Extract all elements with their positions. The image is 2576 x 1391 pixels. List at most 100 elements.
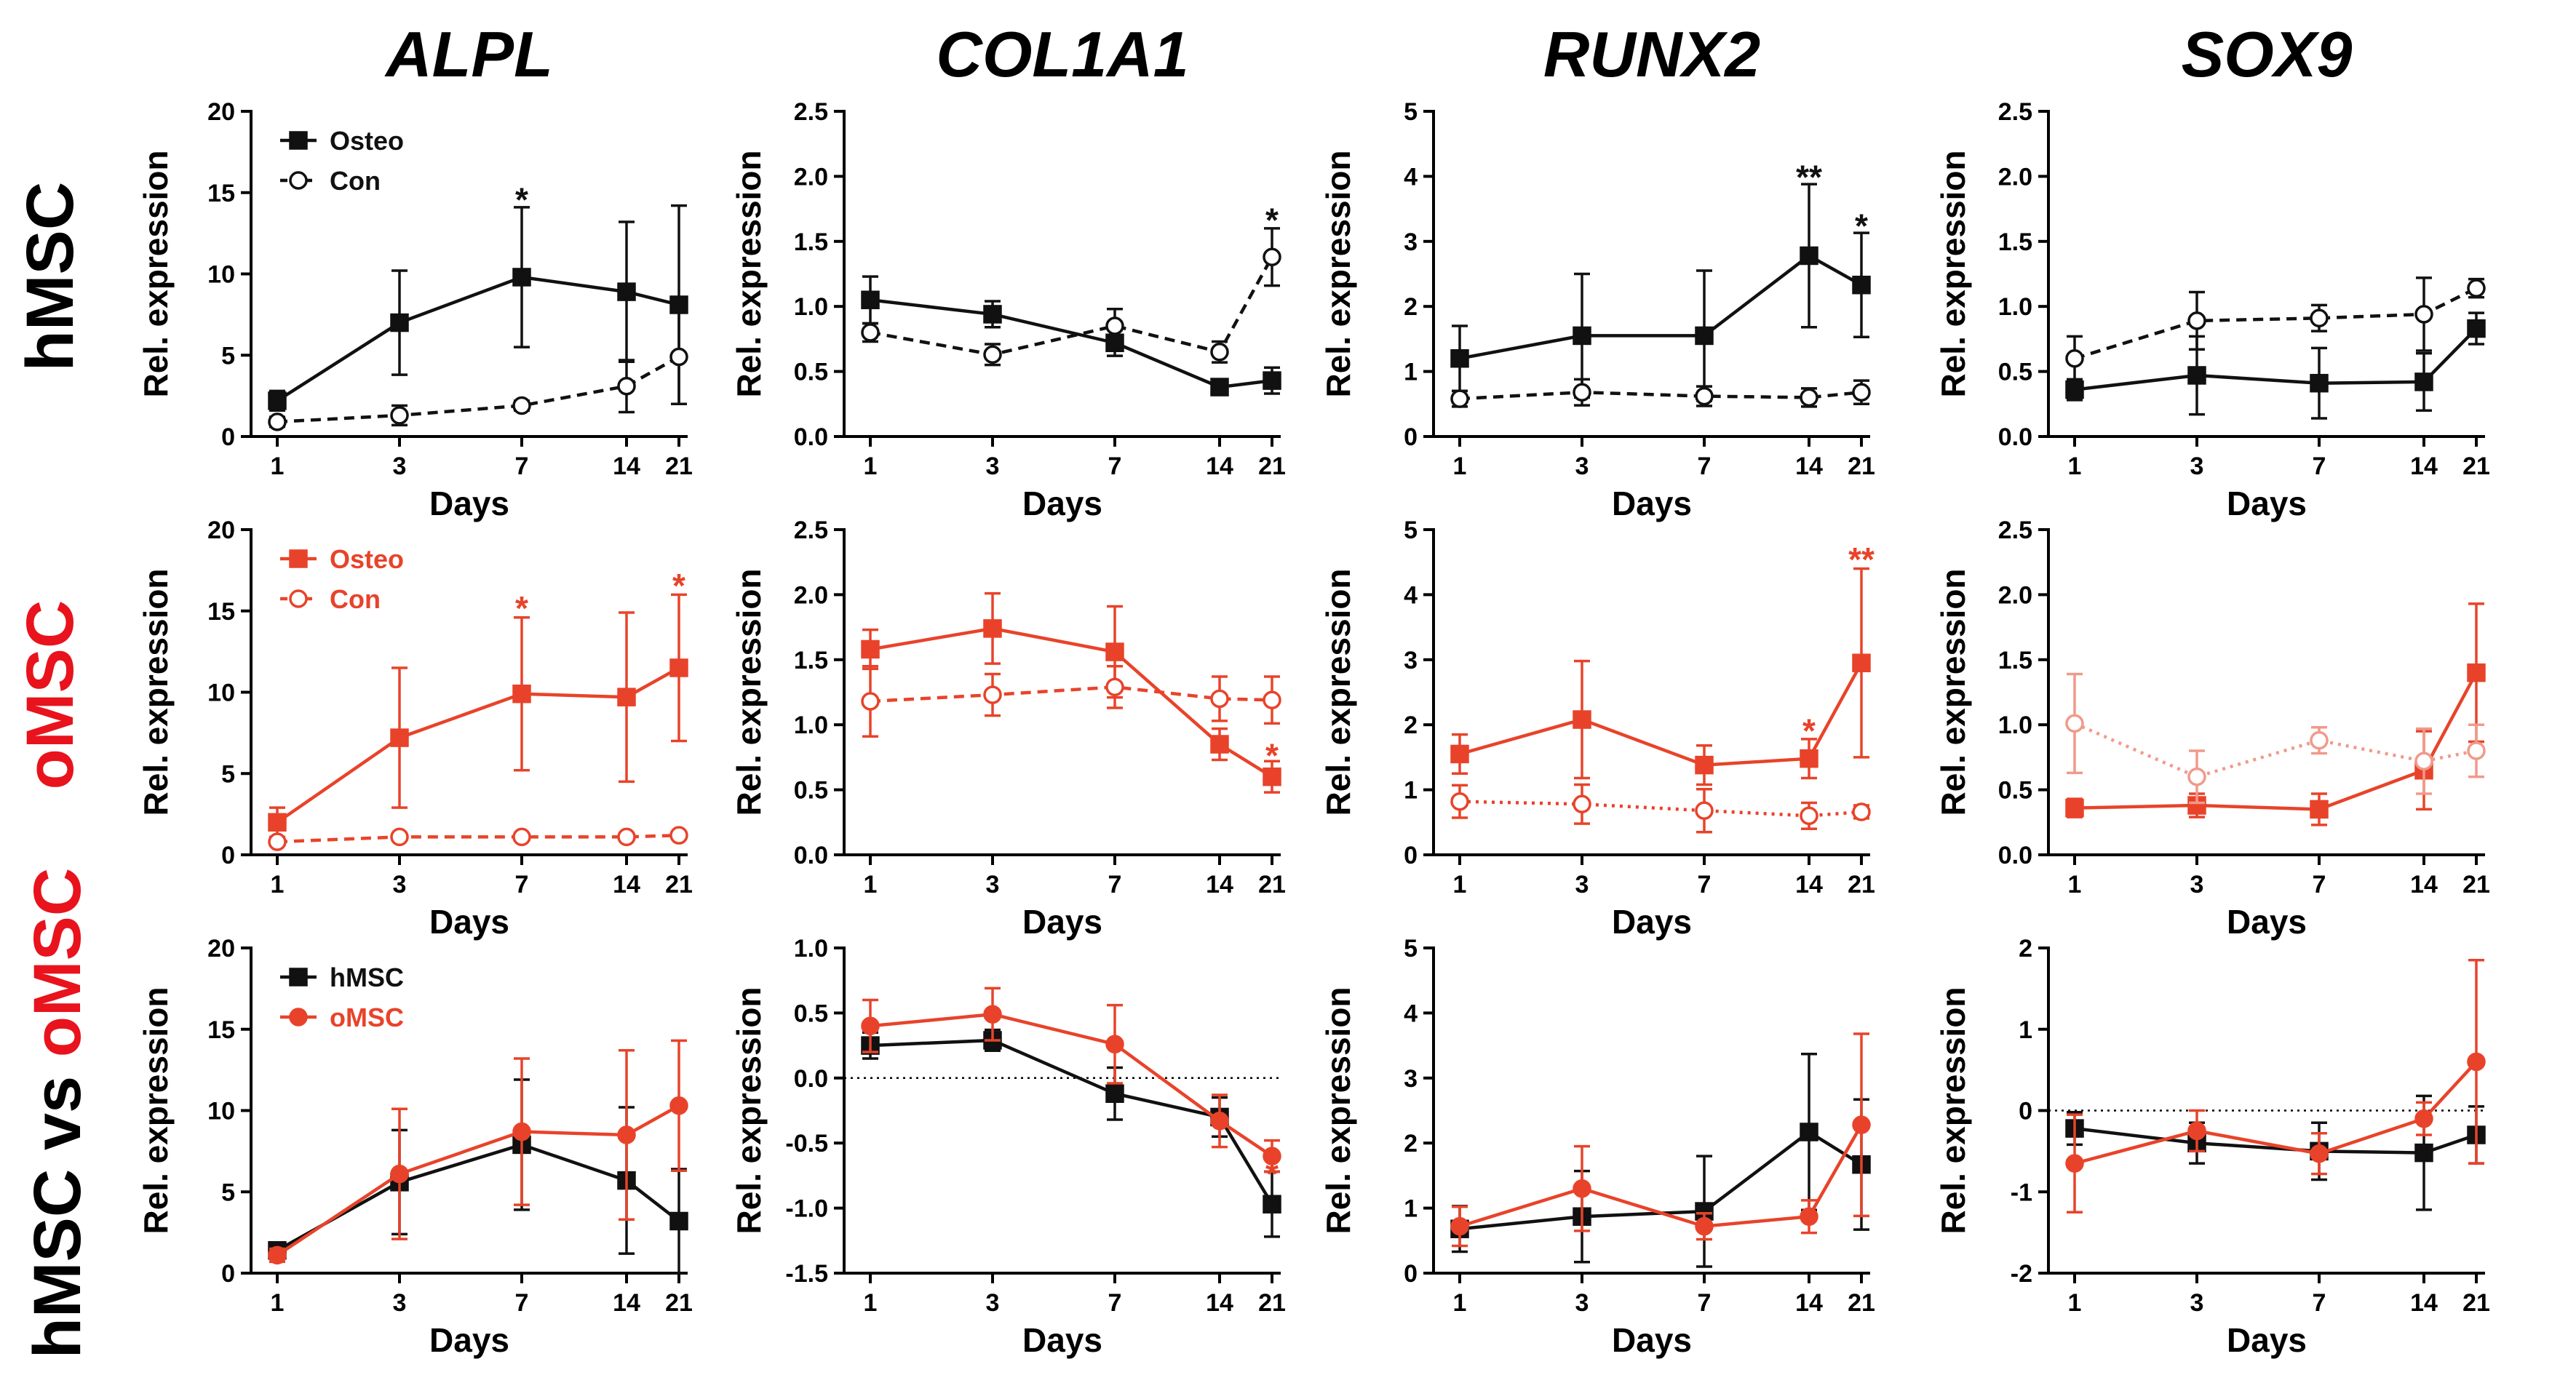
y-tick-label: 2.5	[1998, 98, 2032, 126]
x-tick-label: 1	[1453, 871, 1467, 898]
x-tick-label: 21	[2462, 1289, 2490, 1317]
y-tick-label: 20	[207, 98, 235, 126]
legend-marker	[289, 171, 308, 190]
data-point	[1263, 371, 1281, 390]
x-axis-title: Days	[1022, 903, 1102, 941]
x-axis-title: Days	[429, 1321, 509, 1359]
row-label: hMSC vs oMSC	[20, 868, 95, 1359]
y-tick-label: 0	[2019, 1098, 2032, 1125]
x-tick-label: 7	[2313, 871, 2326, 898]
x-tick-label: 7	[1698, 871, 1712, 898]
y-tick-label: -0.5	[785, 1130, 828, 1157]
data-point	[1573, 383, 1591, 402]
data-point	[512, 1122, 531, 1141]
x-tick-label: 3	[1575, 871, 1589, 898]
data-point	[1573, 326, 1591, 346]
y-tick-label: 1	[1404, 1195, 1418, 1223]
data-point	[268, 391, 287, 410]
panel-runx2-row2: 0 1 2 3 4 5 1 3 7 14 21 Days Rel. expression	[1319, 935, 1875, 1359]
x-tick-label: 7	[515, 871, 529, 898]
column-title: SOX9	[2182, 18, 2353, 90]
y-tick-label: 1.0	[1998, 712, 2032, 739]
y-tick-label: 4	[1404, 1000, 1418, 1027]
data-point	[1210, 689, 1229, 709]
significance-star: *	[1265, 201, 1279, 239]
y-tick-label: 5	[221, 342, 235, 370]
data-point	[1852, 802, 1871, 821]
x-tick-label: 7	[1108, 871, 1122, 898]
significance-star: *	[1265, 736, 1279, 774]
x-tick-label: 1	[864, 453, 878, 480]
x-tick-label: 7	[515, 453, 529, 480]
x-tick-label: 21	[1848, 1289, 1875, 1317]
x-axis-title: Days	[1612, 1321, 1692, 1359]
legend-marker	[289, 1008, 308, 1027]
data-point	[1573, 1179, 1591, 1198]
y-tick-label: 4	[1404, 581, 1418, 609]
x-tick-label: 3	[986, 1289, 1000, 1317]
x-tick-label: 3	[986, 453, 1000, 480]
panel-alpl-row0: 0 5 10 15 20 1 3 7 14 21 Days Rel. expression * Osteo…	[137, 98, 693, 522]
data-point	[1695, 326, 1714, 346]
y-tick-label: 0.5	[1998, 777, 2032, 805]
x-tick-label: 14	[2410, 871, 2438, 898]
row-label-part: hMSC	[13, 182, 87, 372]
data-point	[2414, 372, 2433, 391]
x-tick-label: 14	[2410, 1289, 2438, 1317]
column-title: COL1A1	[936, 18, 1188, 90]
y-tick-label: 3	[1404, 228, 1418, 256]
x-tick-label: 14	[2410, 453, 2438, 480]
data-point	[983, 305, 1002, 324]
y-axis-title: Rel. expression	[137, 150, 175, 397]
data-point	[861, 639, 880, 659]
data-point	[983, 619, 1002, 638]
data-point	[1450, 792, 1469, 811]
significance-star: *	[515, 181, 528, 219]
panel-col1a1-row1: 0.0 0.5 1.0 1.5 2.0 2.5 1 3 7 14 21 Days Rel. expres…	[730, 517, 1286, 941]
data-point	[2065, 1154, 2084, 1173]
data-point	[617, 376, 636, 396]
y-axis-title: Rel. expression	[730, 987, 768, 1234]
x-tick-label: 7	[2313, 453, 2326, 480]
x-tick-label: 1	[864, 871, 878, 898]
x-axis-title: Days	[2227, 485, 2307, 522]
data-point	[1695, 801, 1714, 820]
data-point	[617, 1125, 636, 1144]
y-tick-label: 5	[1404, 935, 1418, 962]
y-tick-label: 15	[207, 598, 235, 626]
data-point	[983, 345, 1002, 364]
legend-marker	[289, 589, 308, 608]
y-tick-label: 2.5	[794, 517, 828, 544]
x-tick-label: 3	[986, 871, 1000, 898]
data-point	[2310, 308, 2329, 328]
data-point	[512, 268, 531, 287]
data-point	[983, 1005, 1002, 1024]
data-point	[861, 1016, 880, 1036]
data-point	[1800, 388, 1818, 407]
y-axis-title: Rel. expression	[137, 987, 175, 1234]
x-tick-label: 7	[1108, 1289, 1122, 1317]
data-point	[1263, 247, 1281, 267]
y-tick-label: 2.0	[794, 581, 828, 609]
y-tick-label: 20	[207, 935, 235, 962]
column-title: ALPL	[384, 18, 553, 90]
data-point	[861, 290, 880, 310]
x-tick-label: 3	[393, 871, 407, 898]
data-point	[1263, 1147, 1281, 1165]
legend-marker	[289, 131, 308, 150]
significance-star: **	[1796, 158, 1822, 196]
data-point	[1573, 710, 1591, 729]
y-tick-label: 0.0	[794, 423, 828, 451]
series-line-con	[2074, 287, 2478, 360]
data-point	[268, 813, 287, 832]
data-point	[1210, 343, 1229, 362]
x-axis-title: Days	[429, 903, 509, 941]
data-point	[1800, 806, 1818, 826]
data-point	[268, 832, 287, 851]
x-tick-label: 21	[665, 1289, 693, 1317]
x-tick-label: 21	[1258, 871, 1286, 898]
y-tick-label: -2	[2011, 1260, 2032, 1288]
y-axis-title: Rel. expression	[1319, 987, 1357, 1234]
